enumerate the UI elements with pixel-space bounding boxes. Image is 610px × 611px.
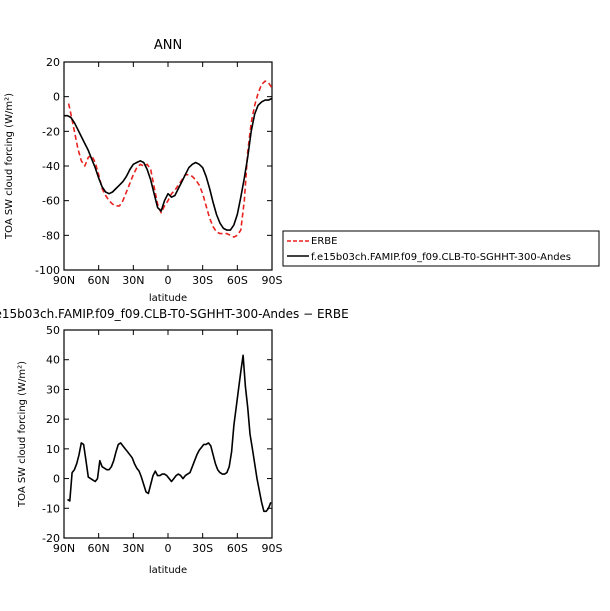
bottom-ytick-label: -20 xyxy=(42,532,60,545)
bottom-panel: f.e15b03ch.FAMIP.f09_f09.CLB-T0-SGHHT-30… xyxy=(0,307,349,576)
bottom-xtick-label: 60N xyxy=(88,542,110,555)
top-xtick-label: 60N xyxy=(88,274,110,287)
bottom-y-axis: 50 40 30 20 10 0 -10 -20 xyxy=(42,324,272,545)
top-ytick-label: -40 xyxy=(42,160,60,173)
bottom-xtick-label: 60S xyxy=(227,542,248,555)
top-y-axis: 20 0 -20 -40 -60 -80 -100 xyxy=(35,56,272,277)
top-series-lines xyxy=(64,80,273,238)
legend-label-erbe: ERBE xyxy=(311,236,337,247)
top-chart-title: ANN xyxy=(154,38,182,53)
top-series-line-0 xyxy=(67,80,273,238)
top-xtick-label: 30S xyxy=(192,274,213,287)
top-xtick-label: 60S xyxy=(227,274,248,287)
bottom-ytick-label: 0 xyxy=(53,473,60,486)
top-y-axis-label: TOA SW cloud forcing (W/m²) xyxy=(4,93,15,240)
top-ytick-label: -80 xyxy=(42,229,60,242)
top-ytick-label: 20 xyxy=(46,56,60,69)
top-xtick-label: 90S xyxy=(262,274,283,287)
top-xtick-label: 90N xyxy=(53,274,75,287)
bottom-x-axis-label: latitude xyxy=(149,565,187,576)
bottom-x-axis: 90N 60N 30N 0 30S 60S 90S xyxy=(53,330,283,555)
legend-box xyxy=(282,230,600,267)
top-ytick-label: -20 xyxy=(42,125,60,138)
top-xtick-label: 30N xyxy=(122,274,144,287)
legend-label-model: f.e15b03ch.FAMIP.f09_f09.CLB-T0-SGHHT-30… xyxy=(311,252,571,263)
top-ytick-label: -60 xyxy=(42,195,60,208)
bottom-ytick-label: 20 xyxy=(46,413,60,426)
top-x-axis: 90N 60N 30N 0 30S 60S 90S xyxy=(53,62,283,287)
bottom-ytick-label: 50 xyxy=(46,324,60,337)
bottom-xtick-label: 90N xyxy=(53,542,75,555)
top-ytick-label: -100 xyxy=(35,264,60,277)
top-xtick-label: 0 xyxy=(165,274,172,287)
bottom-xtick-label: 0 xyxy=(165,542,172,555)
bottom-series-lines xyxy=(67,354,272,513)
bottom-ytick-label: 40 xyxy=(46,354,60,367)
bottom-xtick-label: 30S xyxy=(192,542,213,555)
bottom-chart-title: f.e15b03ch.FAMIP.f09_f09.CLB-T0-SGHHT-30… xyxy=(0,307,349,321)
bottom-ytick-label: -10 xyxy=(42,502,60,515)
bottom-ytick-label: 30 xyxy=(46,383,60,396)
bottom-y-axis-label: TOA SW cloud forcing (W/m²) xyxy=(17,361,28,508)
bottom-xtick-label: 90S xyxy=(262,542,283,555)
bottom-xtick-label: 30N xyxy=(122,542,144,555)
top-series-line-1 xyxy=(64,97,273,231)
bottom-ytick-label: 10 xyxy=(46,443,60,456)
top-x-axis-label: latitude xyxy=(149,293,187,304)
bottom-plot-frame xyxy=(63,329,273,539)
legend: ERBE f.e15b03ch.FAMIP.f09_f09.CLB-T0-SGH… xyxy=(282,230,600,267)
top-panel: ANN 20 0 -20 -40 -60 -80 -100 90N 60N 30N 0 30S 60S… xyxy=(4,38,283,304)
top-ytick-label: 0 xyxy=(53,91,60,104)
bottom-series-line-0 xyxy=(67,354,272,513)
